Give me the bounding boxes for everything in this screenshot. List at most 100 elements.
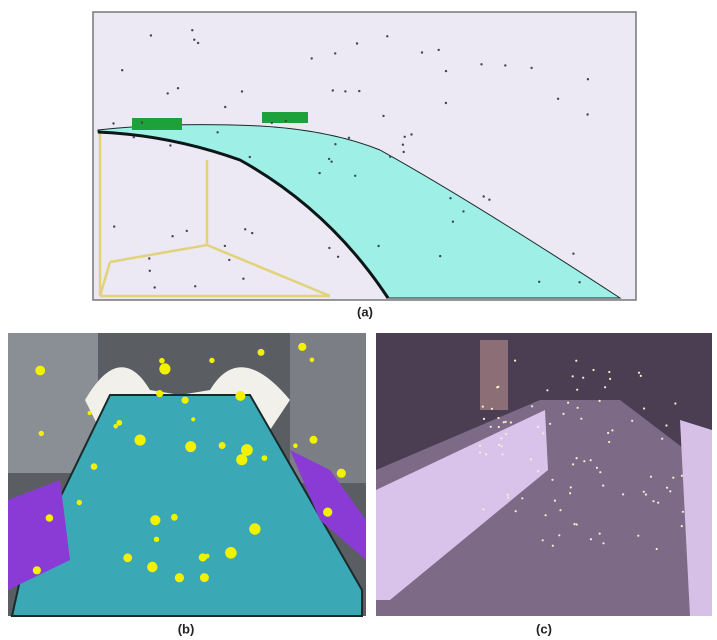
dot: [554, 500, 556, 502]
dot: [582, 377, 584, 379]
dot: [235, 391, 245, 401]
dot: [194, 285, 196, 287]
dot: [580, 418, 582, 420]
dot: [156, 390, 163, 397]
dot: [674, 402, 676, 404]
dot: [177, 87, 179, 89]
dot: [537, 470, 539, 472]
dot: [439, 255, 441, 257]
dot: [608, 371, 610, 373]
dot: [587, 78, 589, 80]
dot: [344, 90, 346, 92]
dot: [262, 455, 268, 461]
dot: [167, 92, 169, 94]
dot: [501, 453, 503, 455]
dot: [488, 199, 490, 201]
dot: [498, 426, 500, 428]
dot: [244, 228, 246, 230]
dot: [337, 469, 346, 478]
dot: [197, 42, 199, 44]
dot: [498, 444, 500, 446]
dot: [531, 405, 533, 407]
dot: [77, 500, 82, 505]
dot: [318, 172, 320, 174]
dot: [186, 230, 188, 232]
dot: [557, 98, 559, 100]
dot: [656, 548, 658, 550]
dot: [592, 369, 594, 371]
dot: [200, 573, 209, 582]
dot: [224, 245, 226, 247]
dot: [573, 523, 575, 525]
dot: [403, 151, 405, 153]
dot: [133, 136, 135, 138]
dot: [91, 463, 98, 470]
dot: [46, 514, 54, 522]
dot: [643, 407, 645, 409]
dot: [559, 509, 561, 511]
dot: [169, 144, 171, 146]
dot: [332, 89, 334, 91]
dot: [334, 143, 336, 145]
dot: [562, 413, 564, 415]
dot: [542, 432, 544, 434]
dot: [599, 533, 601, 535]
dot: [576, 389, 578, 391]
dot: [251, 232, 253, 234]
dot: [586, 113, 588, 115]
dot: [386, 35, 388, 37]
dot: [602, 542, 604, 544]
dot: [328, 158, 330, 160]
dot: [590, 459, 592, 461]
dot: [404, 136, 406, 138]
dot: [572, 375, 574, 377]
panel-b: (b): [8, 333, 366, 636]
dot: [596, 467, 598, 469]
dot: [193, 39, 195, 41]
dot: [123, 553, 132, 562]
dot: [552, 545, 554, 547]
dot: [377, 245, 379, 247]
dot: [510, 421, 512, 423]
dot: [538, 281, 540, 283]
dot: [191, 417, 195, 421]
dot: [209, 358, 214, 363]
dot: [505, 421, 507, 423]
dot: [147, 562, 157, 572]
dot: [645, 493, 647, 495]
dot: [402, 144, 404, 146]
dot: [323, 507, 332, 516]
dot: [449, 197, 451, 199]
dot: [452, 221, 454, 223]
dot: [665, 424, 667, 426]
dot: [545, 514, 547, 516]
dot: [576, 523, 578, 525]
dot: [241, 90, 243, 92]
figure: (a) (b) (c): [0, 0, 717, 640]
dot: [549, 423, 551, 425]
dot: [285, 120, 287, 122]
dot: [546, 389, 548, 391]
dot: [609, 378, 611, 380]
panel-label: (a): [357, 304, 373, 319]
dot: [159, 363, 170, 374]
dot: [154, 537, 159, 542]
dot: [666, 487, 668, 489]
dot: [150, 515, 160, 525]
dot: [570, 486, 572, 488]
dot: [599, 471, 601, 473]
dot: [479, 445, 481, 447]
dot: [271, 122, 273, 124]
dot: [507, 494, 509, 496]
dot: [154, 286, 156, 288]
dot: [462, 210, 464, 212]
dot: [622, 493, 624, 495]
dot: [583, 460, 585, 462]
dot: [607, 432, 609, 434]
dot: [148, 257, 150, 259]
dot: [643, 491, 645, 493]
dot: [650, 476, 652, 478]
dot: [337, 256, 339, 258]
dot: [445, 102, 447, 104]
dot: [602, 485, 604, 487]
